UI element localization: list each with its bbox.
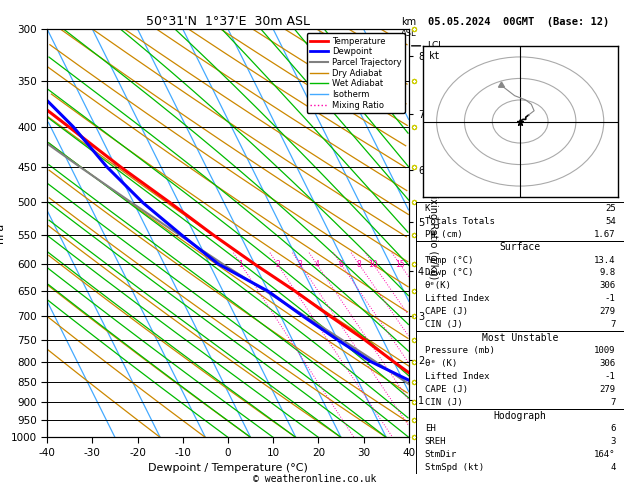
Text: 54: 54: [605, 217, 616, 226]
Text: K: K: [425, 204, 430, 213]
Text: CIN (J): CIN (J): [425, 398, 462, 407]
Text: PW (cm): PW (cm): [425, 229, 462, 239]
Y-axis label: Mixing Ratio (g/kg): Mixing Ratio (g/kg): [428, 187, 438, 279]
Text: Surface: Surface: [499, 242, 541, 252]
Text: -1: -1: [605, 295, 616, 303]
Text: 306: 306: [599, 281, 616, 291]
Text: 2: 2: [275, 260, 280, 269]
Text: 10: 10: [369, 260, 378, 269]
Text: Dewp (°C): Dewp (°C): [425, 268, 473, 278]
Text: LCL: LCL: [427, 41, 443, 51]
Legend: Temperature, Dewpoint, Parcel Trajectory, Dry Adiabat, Wet Adiabat, Isotherm, Mi: Temperature, Dewpoint, Parcel Trajectory…: [307, 34, 404, 113]
Text: 164°: 164°: [594, 450, 616, 459]
Text: 3: 3: [610, 437, 616, 446]
Text: 8: 8: [357, 260, 362, 269]
Text: 6: 6: [610, 424, 616, 433]
Text: 6: 6: [339, 260, 343, 269]
Text: 279: 279: [599, 307, 616, 316]
Text: 279: 279: [599, 385, 616, 394]
X-axis label: Dewpoint / Temperature (°C): Dewpoint / Temperature (°C): [148, 463, 308, 473]
Text: ASL: ASL: [401, 29, 416, 38]
Text: Totals Totals: Totals Totals: [425, 217, 494, 226]
Text: CIN (J): CIN (J): [425, 320, 462, 330]
Text: 1: 1: [238, 260, 243, 269]
Text: Temp (°C): Temp (°C): [425, 256, 473, 264]
Text: Lifted Index: Lifted Index: [425, 295, 489, 303]
Text: 15: 15: [395, 260, 404, 269]
Title: 50°31'N  1°37'E  30m ASL: 50°31'N 1°37'E 30m ASL: [146, 15, 310, 28]
Text: EH: EH: [425, 424, 435, 433]
Text: 1.67: 1.67: [594, 229, 616, 239]
Text: kt: kt: [428, 51, 440, 61]
Text: StmSpd (kt): StmSpd (kt): [425, 463, 484, 472]
Text: 9.8: 9.8: [599, 268, 616, 278]
Text: Lifted Index: Lifted Index: [425, 372, 489, 381]
Text: 13.4: 13.4: [594, 256, 616, 264]
Text: Most Unstable: Most Unstable: [482, 333, 559, 343]
Text: θᵉ(K): θᵉ(K): [425, 281, 452, 291]
Text: 3: 3: [298, 260, 303, 269]
Text: 4: 4: [610, 463, 616, 472]
Text: 05.05.2024  00GMT  (Base: 12): 05.05.2024 00GMT (Base: 12): [428, 17, 610, 27]
Text: -1: -1: [605, 372, 616, 381]
Text: 7: 7: [610, 320, 616, 330]
Text: km: km: [401, 17, 416, 27]
Text: Pressure (mb): Pressure (mb): [425, 346, 494, 355]
Text: 4: 4: [314, 260, 320, 269]
Text: 1009: 1009: [594, 346, 616, 355]
Text: Hodograph: Hodograph: [494, 411, 547, 420]
Text: SREH: SREH: [425, 437, 446, 446]
Text: 306: 306: [599, 359, 616, 368]
Text: 7: 7: [610, 398, 616, 407]
Text: 25: 25: [605, 204, 616, 213]
Text: StmDir: StmDir: [425, 450, 457, 459]
Text: θᵉ (K): θᵉ (K): [425, 359, 457, 368]
Text: © weatheronline.co.uk: © weatheronline.co.uk: [253, 473, 376, 484]
Text: CAPE (J): CAPE (J): [425, 385, 468, 394]
Text: CAPE (J): CAPE (J): [425, 307, 468, 316]
Y-axis label: hPa: hPa: [0, 223, 5, 243]
